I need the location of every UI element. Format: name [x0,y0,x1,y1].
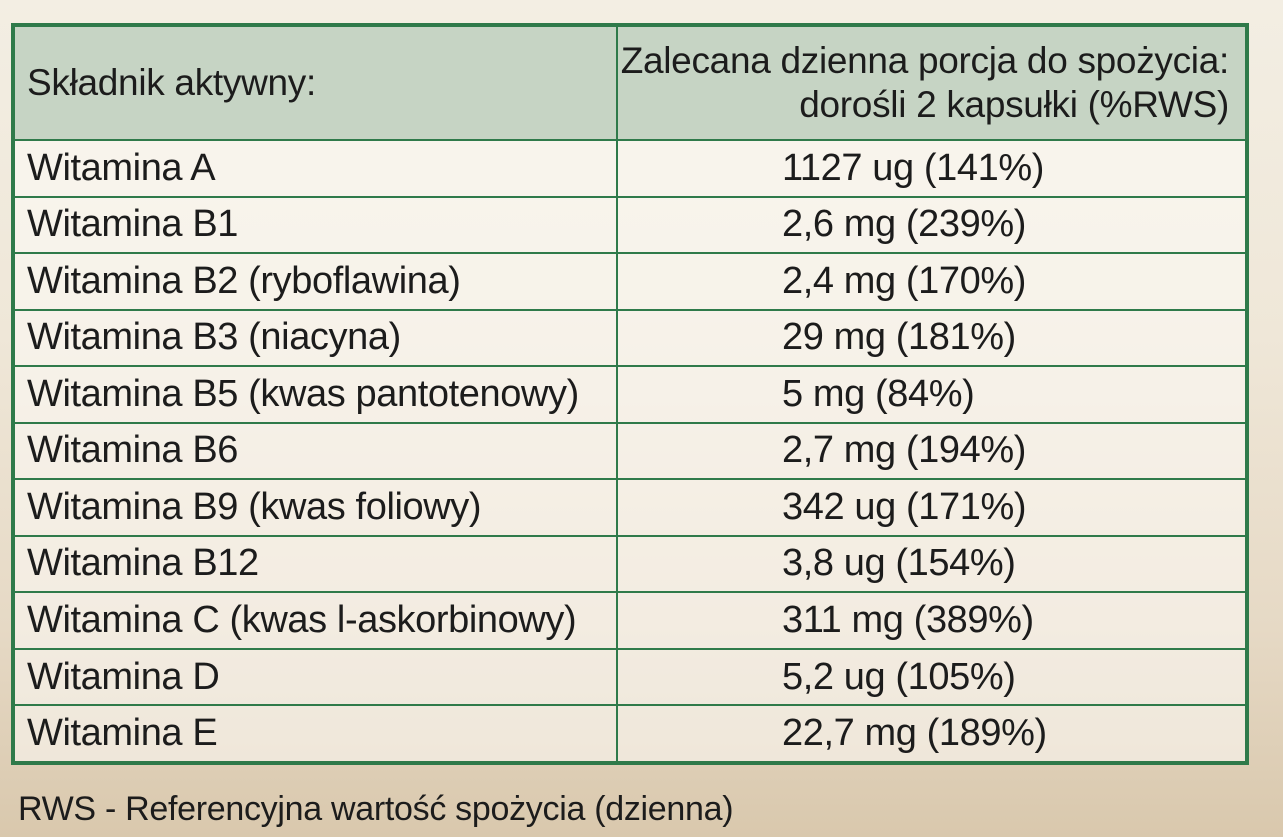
ingredient-value: 311 mg (389%) [616,591,1247,650]
ingredient-value: 22,7 mg (189%) [616,704,1247,763]
ingredient-value: 1127 ug (141%) [616,139,1247,198]
ingredient-name: Witamina B6 [13,421,618,481]
table-row: Witamina B5 (kwas pantotenowy) 5 mg (84%… [13,365,1247,424]
nutrition-table: Składnik aktywny: Zalecana dzienna porcj… [13,25,1247,763]
table-row: Witamina A 1127 ug (141%) [13,139,1247,198]
ingredient-value: 5 mg (84%) [616,365,1247,424]
table-row: Witamina B12 3,8 ug (154%) [13,534,1247,594]
ingredient-name: Witamina B2 (ryboflawina) [13,252,618,311]
table-row: Witamina B6 2,7 mg (194%) [13,421,1247,481]
ingredient-value: 342 ug (171%) [616,478,1247,537]
ingredient-value: 5,2 ug (105%) [616,647,1247,707]
table-row: Witamina B2 (ryboflawina) 2,4 mg (170%) [13,252,1247,311]
ingredient-name: Witamina E [13,704,618,763]
table-row: Witamina B1 2,6 mg (239%) [13,195,1247,255]
ingredient-name: Witamina D [13,647,618,707]
ingredient-name: Witamina B5 (kwas pantotenowy) [13,365,618,424]
header-ingredient-label: Składnik aktywny: [27,61,316,103]
table-row: Witamina B9 (kwas foliowy) 342 ug (171%) [13,478,1247,537]
ingredient-name: Witamina B12 [13,534,618,594]
header-dose-line1: Zalecana dzienna porcja do spożycia: [620,39,1230,81]
header-row: Składnik aktywny: Zalecana dzienna porcj… [13,25,1247,141]
ingredient-name: Witamina A [13,139,618,198]
table-header: Składnik aktywny: Zalecana dzienna porcj… [13,25,1247,141]
table-row: Witamina B3 (niacyna) 29 mg (181%) [13,308,1247,368]
ingredient-value: 2,4 mg (170%) [616,252,1247,311]
table-body: Witamina A 1127 ug (141%) Witamina B1 2,… [13,139,1247,763]
ingredient-value: 2,7 mg (194%) [616,421,1247,481]
ingredient-value: 29 mg (181%) [616,308,1247,368]
table-row: Witamina D 5,2 ug (105%) [13,647,1247,707]
header-dose-line2: dorośli 2 kapsułki (%RWS) [799,84,1229,125]
ingredient-value: 2,6 mg (239%) [616,195,1247,255]
ingredient-name: Witamina C (kwas l-askorbinowy) [13,591,618,650]
table-row: Witamina E 22,7 mg (189%) [13,704,1247,763]
table-row: Witamina C (kwas l-askorbinowy) 311 mg (… [13,591,1247,650]
header-dose: Zalecana dzienna porcja do spożycia: dor… [616,25,1247,141]
ingredient-name: Witamina B9 (kwas foliowy) [13,478,618,537]
footnote-rws: RWS - Referencyjna wartość spożycia (dzi… [18,790,734,828]
nutrition-table-container: Składnik aktywny: Zalecana dzienna porcj… [11,23,1249,765]
ingredient-name: Witamina B1 [13,195,618,255]
ingredient-name: Witamina B3 (niacyna) [13,308,618,368]
header-ingredient: Składnik aktywny: [13,25,618,141]
ingredient-value: 3,8 ug (154%) [616,534,1247,594]
